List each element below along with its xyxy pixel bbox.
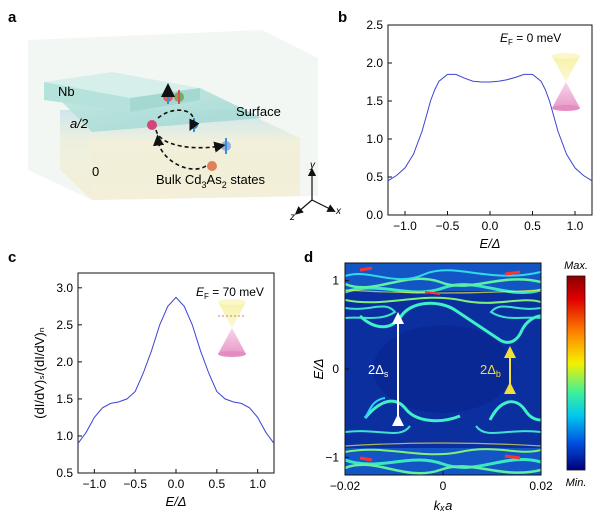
y-tick-label: 2.0	[56, 355, 73, 369]
y-tick-label: 3.0	[56, 281, 73, 295]
axis-y-label: y	[309, 160, 316, 171]
surface-label: Surface	[236, 104, 281, 119]
x-tick-label: −0.5	[123, 477, 147, 491]
panel-d: 2Δs 2Δb −0.02 0 0.02 1 0 −1 kₓa E/Δ Max. Min.	[311, 260, 588, 513]
y-tick-label: 0.5	[56, 466, 73, 480]
label-2delta-s: 2Δs	[368, 362, 389, 379]
bulk-label: Bulk Cd3As2 states	[156, 172, 266, 190]
nb-front	[44, 82, 130, 112]
x-tick-label: 0.5	[208, 477, 225, 491]
panel-letter-c: c	[8, 249, 16, 266]
axis-x-label: x	[335, 206, 342, 217]
panel-letter-b: b	[338, 9, 347, 26]
electron-bulk-2	[207, 161, 217, 171]
panel-c: −1.0 −0.5 0.0 0.5 1.0 0.5 1.0 1.5 2.0 2.5 3.0 E/Δ (d…	[32, 272, 275, 509]
y-tick-label: 1	[332, 274, 339, 288]
path-3	[152, 134, 207, 170]
dirac-cone-lower	[218, 328, 246, 354]
axis-z-label: z	[289, 212, 295, 223]
x-tick-label: −1.0	[82, 477, 106, 491]
y-tick-label: 1.5	[56, 392, 73, 406]
x-axis-label: kₓa	[434, 498, 453, 513]
y-tick-label: 0	[332, 362, 339, 376]
y-tick-label: 2.5	[366, 18, 383, 32]
y-tick-label: 2.0	[366, 56, 383, 70]
electron-surface	[147, 120, 157, 130]
label-2delta-b: 2Δb	[480, 362, 501, 379]
x-tick-label: 1.0	[567, 219, 584, 233]
path-1	[157, 109, 200, 132]
dirac-cone-bottom	[218, 351, 246, 357]
x-tick-label: 0.0	[168, 477, 185, 491]
x-tick-label: 1.0	[249, 477, 266, 491]
colorbar-min-label: Min.	[566, 477, 587, 489]
x-tick-label: 0	[440, 479, 447, 493]
y-tick-label: 1.0	[56, 429, 73, 443]
heatmap-axes: −0.02 0 0.02 1 0 −1 kₓa E/Δ	[311, 274, 553, 513]
colorbar-max-label: Max.	[564, 260, 588, 272]
axis-x-arrow	[311, 199, 336, 212]
y-tick-label: 2.5	[56, 318, 73, 332]
panel-b: −1.0 −0.5 0.0 0.5 1.0 0.0 0.5 1.0 1.5 2.0 2.5 E/Δ EF…	[366, 18, 593, 251]
dirac-cone-upper	[552, 56, 580, 82]
dirac-cone-bottom	[552, 105, 580, 111]
series-line	[387, 73, 593, 182]
fermi-energy-annotation: EF = 70 meV	[196, 285, 264, 301]
dirac-cone-upper	[218, 302, 246, 328]
x-axis-label: E/Δ	[165, 494, 186, 509]
y-tick-label: 1.5	[366, 94, 383, 108]
y-tick-label: 0.5	[366, 170, 383, 184]
nb-label: Nb	[58, 84, 75, 99]
dirac-cone-top	[218, 299, 246, 305]
path-2	[155, 129, 226, 153]
heatmap-image: 2Δs 2Δb	[345, 263, 541, 475]
colorbar	[566, 275, 586, 471]
y-axis-label: (dI/dV)ₛ/(dI/dV)ₙ	[32, 327, 47, 419]
x-axis-label: E/Δ	[479, 236, 500, 251]
x-tick-label: 0.02	[529, 479, 553, 493]
panel-letter-d: d	[304, 249, 313, 266]
x-tick-label: 0.5	[524, 219, 541, 233]
y-tick-label: −1	[325, 450, 339, 464]
y-axis-label: E/Δ	[311, 358, 326, 379]
x-tick-label: −1.0	[393, 219, 417, 233]
a-half-label: a/2	[70, 116, 89, 131]
zero-label: 0	[92, 164, 99, 179]
x-tick-label: 0.0	[482, 219, 499, 233]
y-tick-label: 1.0	[366, 132, 383, 146]
x-tick-label: −0.5	[436, 219, 460, 233]
y-tick-label: 0.0	[366, 208, 383, 222]
series-line	[77, 296, 275, 444]
dirac-cone-top	[552, 53, 580, 59]
schematic: Nb Surface a/2 0 Bulk Cd3As2 states y x …	[28, 30, 342, 223]
x-tick-label: −0.02	[330, 479, 361, 493]
axis-z-arrow	[294, 199, 313, 215]
panel-letter-a: a	[8, 9, 17, 26]
dirac-cone-lower	[552, 82, 580, 108]
fermi-energy-annotation: EF = 0 meV	[500, 31, 561, 47]
